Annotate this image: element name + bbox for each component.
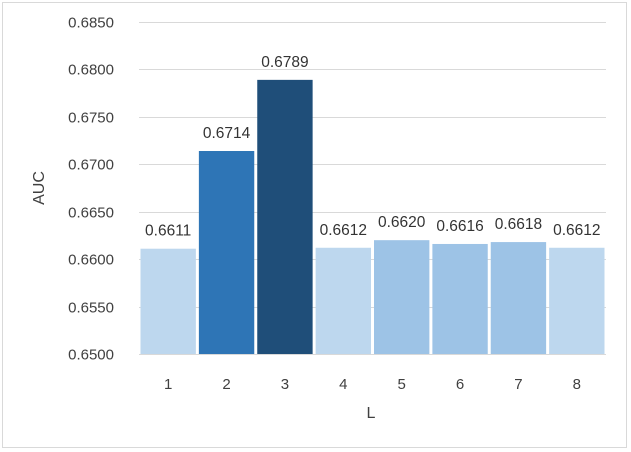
bars: 0.6611 0.6714 0.6789 0.6612 0.6620 0.6616 0.66…: [140, 54, 605, 354]
data-label-4: 0.6612: [320, 222, 367, 239]
x-tick-label: 5: [398, 376, 406, 393]
x-tick-label: 1: [164, 376, 172, 393]
bar-6: [432, 243, 488, 354]
y-tick-label: 0.6600: [68, 252, 114, 269]
x-axis-title: L: [367, 405, 376, 422]
x-tick-label: 7: [514, 376, 522, 393]
bar-2: [198, 151, 255, 354]
y-tick-label: 0.6750: [68, 110, 114, 127]
x-tick-label: 2: [222, 376, 230, 393]
y-tick-label: 0.6850: [68, 15, 114, 32]
bar-5: [374, 240, 430, 354]
bar-7: [490, 242, 547, 354]
x-tick-label: 8: [573, 376, 581, 393]
y-tick-label: 0.6650: [68, 205, 114, 222]
data-label-3: 0.6789: [261, 54, 308, 71]
x-axis-ticks: 1 2 3 4 5 6 7 8: [164, 376, 581, 393]
data-label-2: 0.6714: [203, 125, 251, 142]
y-axis-ticks: 0.6500 0.6550 0.6600 0.6650 0.6700 0.6750 0.68…: [68, 15, 114, 364]
x-tick-label: 6: [456, 376, 464, 393]
y-tick-label: 0.6800: [68, 62, 114, 79]
data-label-1: 0.6611: [145, 223, 191, 240]
bar-4: [315, 247, 371, 354]
data-label-7: 0.6618: [495, 216, 542, 233]
y-tick-label: 0.6700: [68, 157, 114, 174]
chart-area: [2, 2, 627, 448]
x-tick-label: 3: [281, 376, 289, 393]
x-tick-label: 4: [339, 376, 347, 393]
bar-1: [140, 248, 196, 354]
y-axis-title: AUC: [31, 171, 48, 205]
bar-8: [549, 247, 605, 354]
y-tick-label: 0.6500: [68, 347, 114, 364]
data-label-5: 0.6620: [378, 214, 426, 231]
y-tick-label: 0.6550: [68, 300, 114, 317]
data-label-8: 0.6612: [553, 222, 600, 239]
data-label-6: 0.6616: [436, 218, 483, 235]
bar-3: [257, 79, 313, 354]
